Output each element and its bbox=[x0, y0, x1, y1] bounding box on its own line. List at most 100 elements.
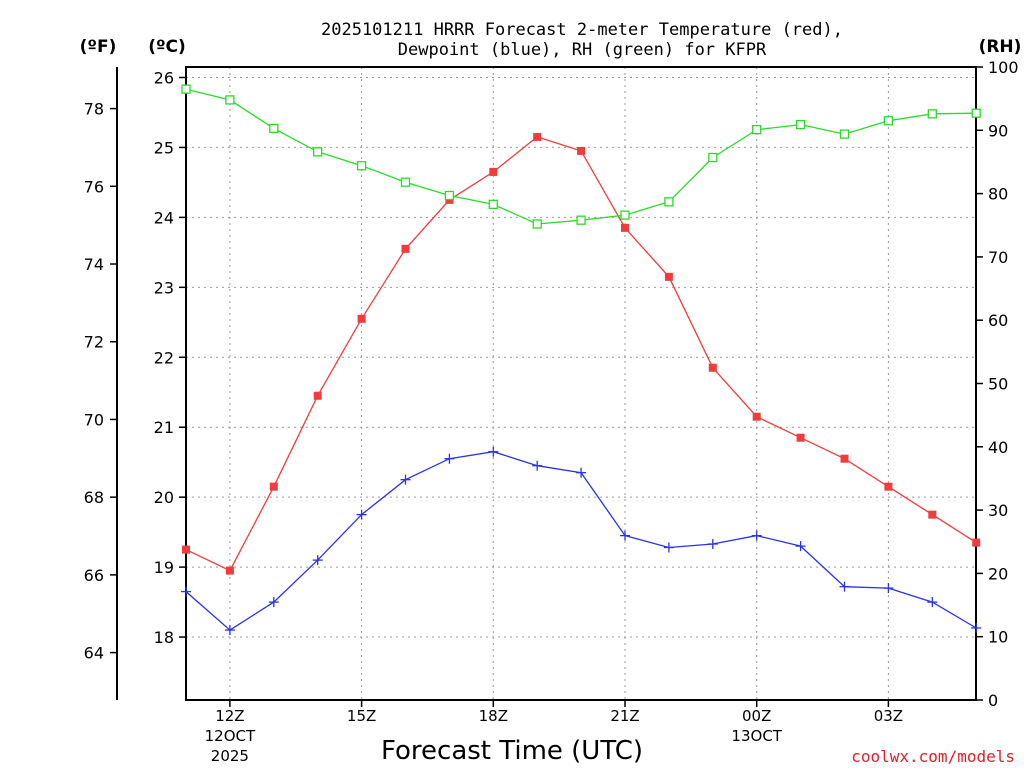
dewpoint-line bbox=[185, 451, 977, 631]
rh-tick-label: 30 bbox=[988, 501, 1008, 520]
x-axis-label: Forecast Time (UTC) bbox=[381, 736, 643, 766]
celsius-tick-label: 22 bbox=[154, 348, 174, 367]
rh-point bbox=[356, 161, 367, 171]
fahrenheit-unit-label: (ºF) bbox=[80, 37, 117, 57]
rh-point bbox=[444, 190, 455, 201]
rh-point bbox=[927, 109, 937, 119]
rh-point bbox=[752, 125, 762, 135]
rh-point bbox=[839, 129, 850, 139]
temperature-point bbox=[972, 538, 981, 547]
rh-tick-label: 10 bbox=[988, 628, 1008, 647]
x-tick-date-label: 12OCT bbox=[205, 727, 256, 745]
temperature-point bbox=[401, 244, 410, 253]
celsius-tick-label: 19 bbox=[154, 558, 174, 577]
dewpoint-point bbox=[444, 453, 455, 464]
fahrenheit-tick-label: 68 bbox=[84, 488, 104, 507]
rh-point bbox=[532, 219, 542, 229]
rh-point bbox=[664, 197, 674, 207]
dewpoint-point bbox=[883, 583, 894, 594]
celsius-tick-label: 20 bbox=[154, 488, 174, 507]
temperature-point bbox=[313, 391, 322, 400]
chart-title-line2: Dewpoint (blue), RH (green) for KFPR bbox=[398, 40, 767, 60]
rh-tick-label: 60 bbox=[988, 311, 1008, 330]
fahrenheit-tick-label: 64 bbox=[84, 644, 104, 663]
rh-tick-label: 40 bbox=[988, 438, 1008, 457]
temperature-point bbox=[357, 314, 366, 323]
temperature-point bbox=[182, 545, 190, 554]
temperature-point bbox=[577, 146, 586, 155]
dewpoint-point bbox=[181, 586, 191, 597]
x-tick-label: 00Z bbox=[742, 707, 771, 725]
fahrenheit-tick-label: 72 bbox=[84, 333, 104, 352]
dewpoint-point bbox=[971, 622, 982, 633]
dewpoint-point bbox=[224, 625, 235, 636]
credit-link[interactable]: coolwx.com/models bbox=[851, 747, 1015, 766]
dewpoint-point bbox=[707, 539, 718, 550]
temperature-point bbox=[928, 510, 937, 519]
dewpoint-point bbox=[268, 597, 279, 608]
dewpoint-point bbox=[927, 597, 938, 608]
celsius-unit-label: (ºC) bbox=[148, 37, 186, 57]
dewpoint-point bbox=[400, 474, 411, 485]
x-tick-label: 12Z bbox=[215, 707, 244, 725]
celsius-tick-label: 25 bbox=[154, 138, 174, 157]
celsius-tick-label: 26 bbox=[154, 68, 174, 87]
rh-tick-label: 70 bbox=[988, 248, 1008, 267]
rh-tick-label: 90 bbox=[988, 121, 1008, 140]
rh-tick-label: 0 bbox=[988, 691, 998, 710]
temperature-point bbox=[884, 482, 893, 491]
rh-tick-label: 100 bbox=[988, 58, 1019, 77]
rh-point bbox=[269, 123, 279, 134]
temperature-point bbox=[621, 223, 629, 232]
rh-point bbox=[400, 177, 411, 187]
tick-labels: 18 19 20 21 22 23 24 25 26 64 66 68 70 72 74 76 78 0 10 20 3… bbox=[84, 58, 1019, 765]
rh-point bbox=[708, 152, 718, 163]
series-layer bbox=[181, 84, 982, 636]
temperature-point bbox=[840, 454, 849, 463]
fahrenheit-tick-label: 74 bbox=[84, 255, 104, 274]
rh-line bbox=[185, 88, 977, 225]
grid bbox=[186, 67, 976, 700]
fahrenheit-tick-label: 76 bbox=[84, 177, 104, 196]
x-tick-year-label: 2025 bbox=[211, 747, 249, 765]
axes bbox=[110, 66, 983, 707]
rh-tick-label: 20 bbox=[988, 564, 1008, 583]
temperature-point bbox=[269, 482, 278, 491]
chart-title-line1: 2025101211 HRRR Forecast 2-meter Tempera… bbox=[321, 20, 843, 40]
rh-point bbox=[883, 116, 894, 126]
rh-point bbox=[488, 199, 498, 210]
x-tick-label: 15Z bbox=[347, 707, 376, 725]
dewpoint-point bbox=[356, 509, 367, 520]
celsius-tick-label: 18 bbox=[154, 628, 174, 647]
temperature-point bbox=[533, 132, 542, 141]
fahrenheit-tick-label: 70 bbox=[84, 410, 104, 429]
fahrenheit-tick-label: 66 bbox=[84, 566, 104, 585]
dewpoint-point bbox=[795, 541, 806, 552]
dewpoint-point bbox=[839, 581, 850, 592]
temperature-point bbox=[796, 433, 805, 442]
temperature-point bbox=[752, 412, 761, 421]
x-tick-label: 03Z bbox=[874, 707, 903, 725]
temperature-point bbox=[225, 566, 234, 575]
dewpoint-point bbox=[532, 460, 543, 471]
fahrenheit-tick-label: 78 bbox=[84, 100, 104, 119]
rh-point bbox=[795, 119, 806, 130]
dewpoint-point bbox=[663, 542, 674, 553]
temperature-point bbox=[708, 363, 717, 372]
rh-point bbox=[225, 95, 235, 105]
dewpoint-point bbox=[488, 446, 499, 457]
dewpoint-point bbox=[620, 530, 630, 541]
rh-tick-label: 50 bbox=[988, 375, 1008, 394]
celsius-tick-label: 24 bbox=[154, 208, 174, 227]
x-tick-date-label: 13OCT bbox=[731, 727, 782, 745]
dewpoint-point bbox=[576, 467, 587, 478]
x-tick-label: 21Z bbox=[610, 707, 639, 725]
temperature-line bbox=[185, 136, 977, 572]
rh-point bbox=[971, 108, 981, 118]
x-tick-label: 18Z bbox=[479, 707, 508, 725]
celsius-tick-label: 23 bbox=[154, 278, 174, 297]
dewpoint-point bbox=[312, 555, 323, 566]
temperature-point bbox=[664, 272, 673, 281]
celsius-tick-label: 21 bbox=[154, 418, 174, 437]
